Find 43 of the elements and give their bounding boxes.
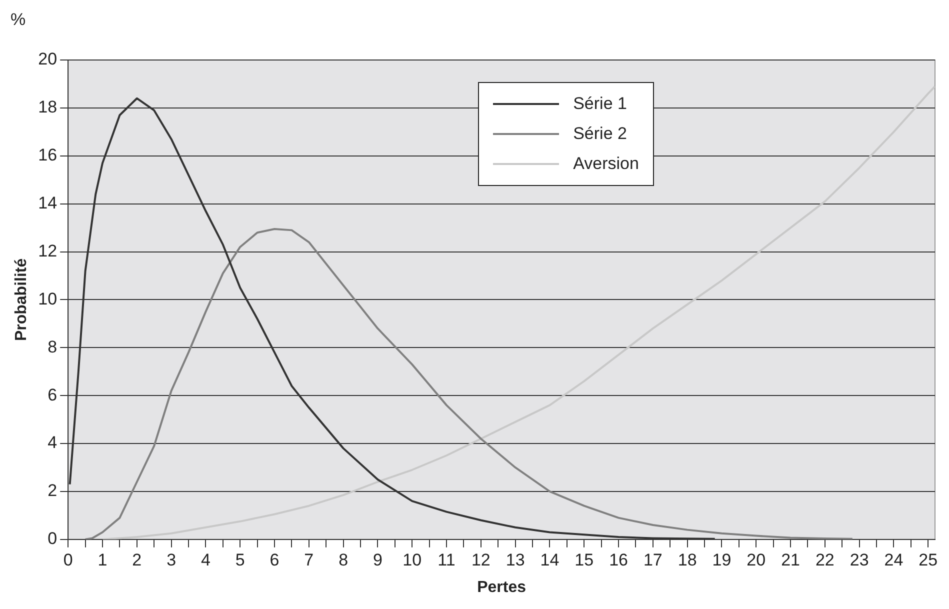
x-tick-label: 13 xyxy=(506,550,525,570)
x-tick-label: 9 xyxy=(372,550,382,570)
y-tick-label: 16 xyxy=(38,146,58,165)
y-tick-label: 12 xyxy=(38,241,58,260)
x-tick-label: 22 xyxy=(815,550,834,570)
x-tick-label: 23 xyxy=(850,550,869,570)
x-tick-label: 4 xyxy=(200,550,210,570)
y-tick-label: 4 xyxy=(48,433,58,452)
x-tick-label: 14 xyxy=(540,550,560,570)
x-tick-label: 24 xyxy=(884,550,904,570)
x-tick-label: 18 xyxy=(678,550,697,570)
x-tick-label: 15 xyxy=(574,550,594,570)
legend-label: Série 1 xyxy=(573,94,627,114)
y-axis-title: Probabilité xyxy=(13,258,30,342)
x-tick-label: 19 xyxy=(712,550,732,570)
x-tick-label: 6 xyxy=(270,550,280,570)
x-tick-label: 5 xyxy=(235,550,245,570)
x-tick-label: 2 xyxy=(132,550,142,570)
x-axis-title: Pertes xyxy=(477,578,526,596)
x-tick-label: 3 xyxy=(166,550,176,570)
x-tick-label: 12 xyxy=(471,550,490,570)
legend-label: Série 2 xyxy=(573,124,627,144)
x-tick-label: 8 xyxy=(338,550,348,570)
x-tick-label: 16 xyxy=(609,550,628,570)
y-tick-label: 10 xyxy=(38,289,58,308)
x-tick-label: 25 xyxy=(918,550,938,570)
x-tick-label: 7 xyxy=(304,550,314,570)
x-tick-label: 0 xyxy=(63,550,73,570)
x-tick-label: 11 xyxy=(438,550,456,570)
legend-label: Aversion xyxy=(573,154,639,174)
x-tick-label: 1 xyxy=(98,550,108,570)
x-tick-label: 21 xyxy=(781,550,800,570)
y-tick-label: 0 xyxy=(48,529,58,548)
y-tick-label: 6 xyxy=(48,385,58,404)
y-tick-label: 20 xyxy=(38,50,58,69)
x-tick-label: 10 xyxy=(402,550,422,570)
x-tick-label: 20 xyxy=(746,550,766,570)
y-tick-label: 2 xyxy=(48,481,58,500)
y-tick-label: 8 xyxy=(48,337,58,356)
y-tick-label: 18 xyxy=(38,98,58,117)
y-tick-label: 14 xyxy=(38,194,58,213)
text: % xyxy=(10,10,26,29)
x-tick-label: 17 xyxy=(643,550,662,570)
